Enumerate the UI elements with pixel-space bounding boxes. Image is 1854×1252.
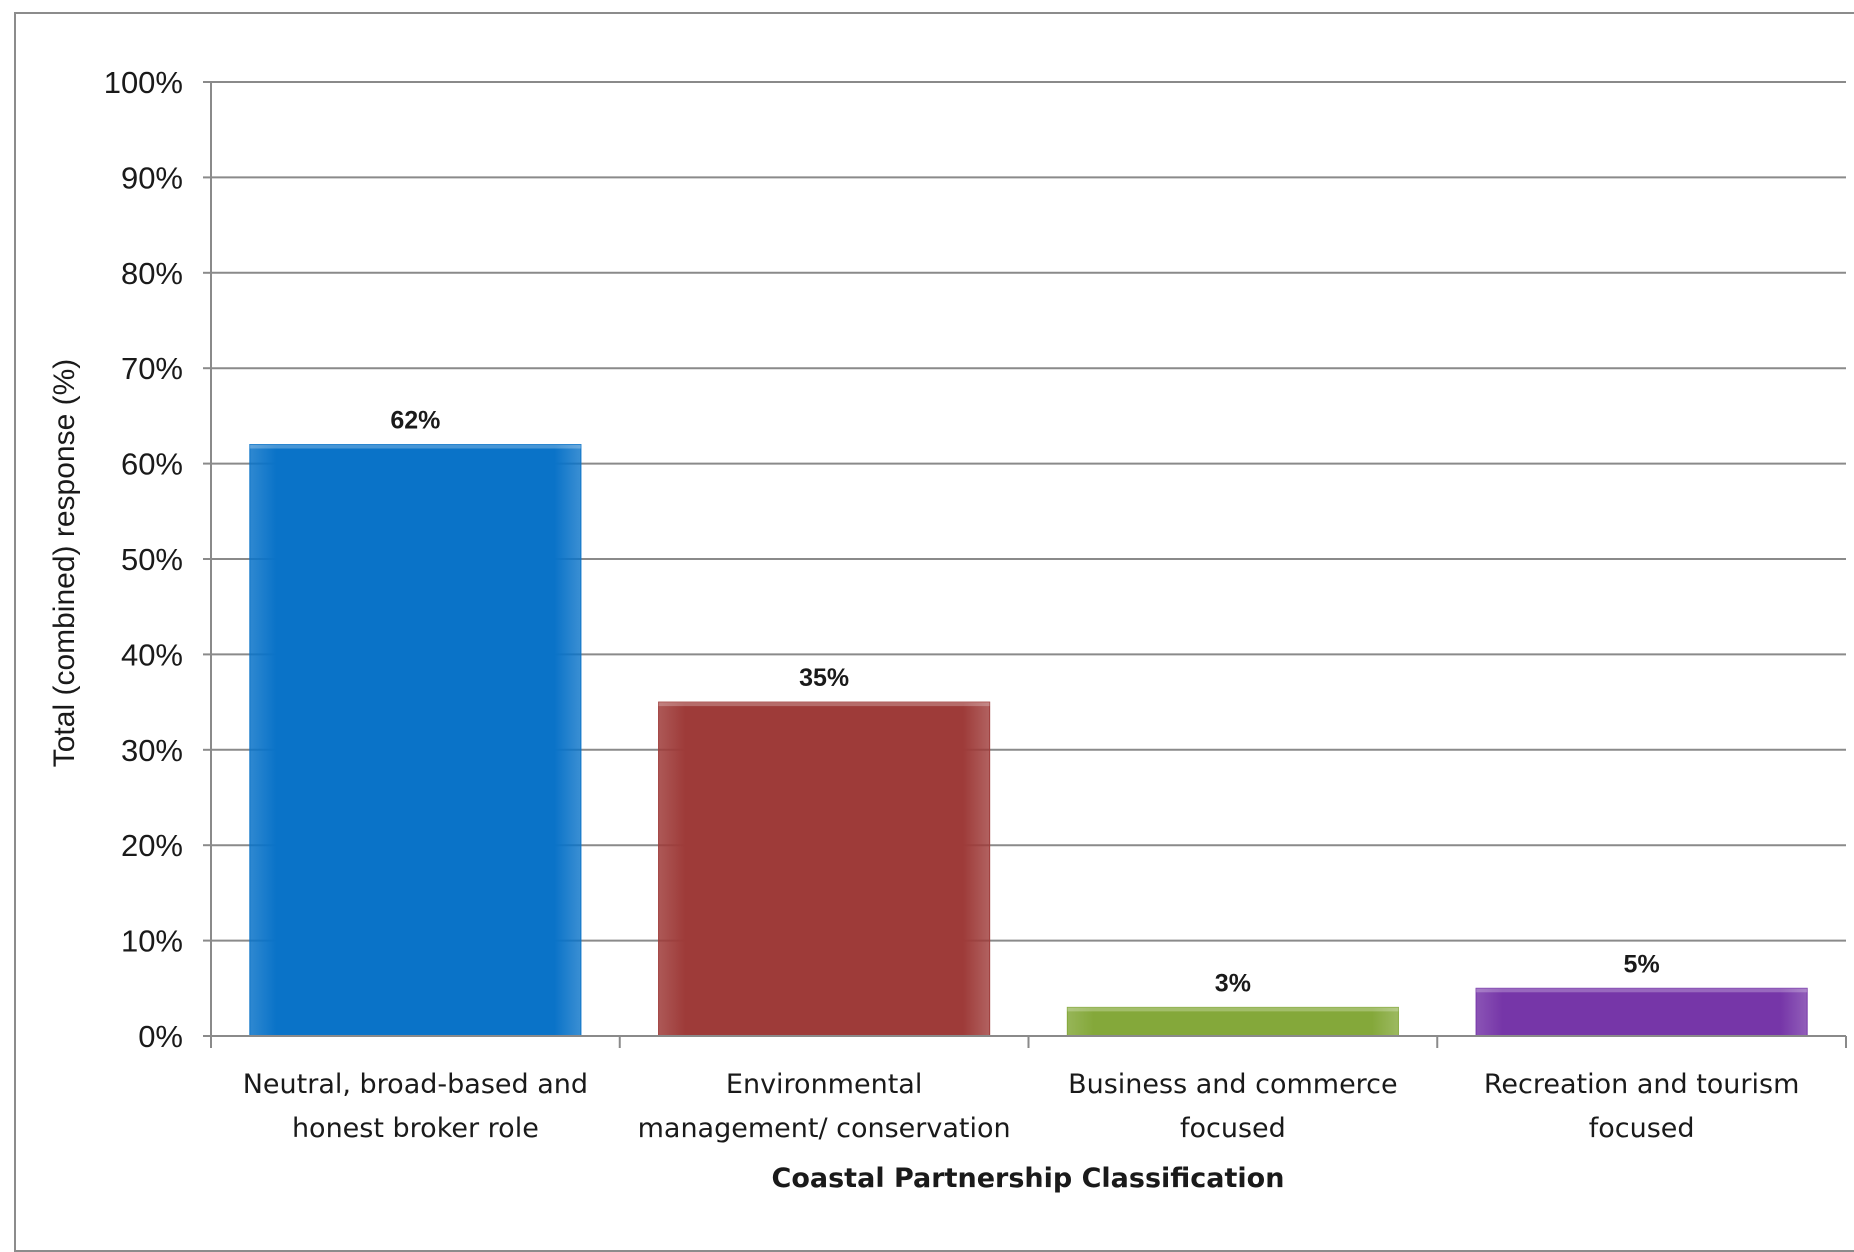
x-category-label: Business and commerce focused	[1068, 1069, 1398, 1144]
bar	[658, 701, 991, 1037]
x-category-label: Neutral, broad-based and honest broker ro…	[243, 1069, 588, 1144]
y-tick-label: 100%	[104, 65, 183, 100]
y-tick-label: 10%	[121, 924, 183, 959]
bar-highlight	[1067, 1007, 1399, 1012]
data-label: 35%	[799, 664, 849, 692]
y-tick-label: 70%	[121, 351, 183, 386]
data-labels: 62% 35% 3% 5%	[390, 407, 1659, 998]
y-tick-label: 60%	[121, 447, 183, 482]
bar-highlight	[249, 444, 581, 449]
bar-highlight	[1476, 988, 1808, 993]
bar	[1066, 1006, 1399, 1037]
y-axis-ticks: 0% 10% 20% 30% 40% 50% 60% 70% 80% 90% 100%	[104, 65, 211, 1054]
y-tick-label: 90%	[121, 160, 183, 195]
bar	[1475, 987, 1808, 1037]
y-tick-label: 0%	[138, 1019, 183, 1054]
x-category-label: Recreation and tourism focused	[1484, 1069, 1800, 1144]
data-label: 3%	[1215, 969, 1251, 997]
bar	[249, 444, 582, 1037]
x-axis-title: Coastal Partnership Classification	[772, 1163, 1285, 1194]
y-tick-label: 80%	[121, 256, 183, 291]
y-tick-label: 30%	[121, 733, 183, 768]
data-label: 5%	[1624, 950, 1660, 978]
axes	[210, 82, 1847, 1048]
y-tick-label: 40%	[121, 637, 183, 672]
y-tick-label: 50%	[121, 542, 183, 577]
bars	[249, 444, 1808, 1037]
y-axis-title: Total (combined) response (%)	[48, 359, 81, 768]
x-axis-category-labels: Neutral, broad-based and honest broker ro…	[243, 1069, 1800, 1144]
data-label: 62%	[390, 407, 440, 435]
bar-chart: 0% 10% 20% 30% 40% 50% 60% 70% 80% 90% 100% Neutra…	[48, 65, 1847, 1194]
y-tick-label: 20%	[121, 828, 183, 863]
bar-highlight	[658, 702, 990, 707]
x-category-label: Environmental management/ conservation	[638, 1069, 1011, 1144]
